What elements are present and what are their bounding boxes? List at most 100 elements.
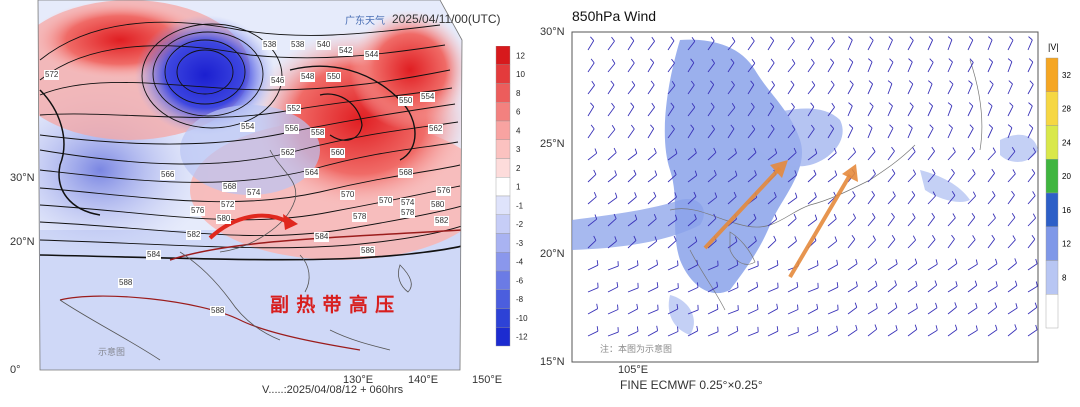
colorbar-tick-label: -12 [516,333,528,342]
left-logo: 广东天气 [345,12,385,27]
colorbar-tick-label: -4 [516,258,524,267]
colorbar-tick-label: 4 [516,126,521,135]
colorbar-tick-label: 2 [516,164,521,173]
contour-label: 548 [300,72,315,82]
right-watermark: 注：本图为示意图 [600,342,672,355]
contour-label: 568 [222,182,237,192]
wind-barb-flag [637,260,638,265]
contour-label: 544 [364,50,379,60]
contour-label: 580 [430,200,445,210]
colorbar-swatch [1046,294,1058,328]
colorbar-tick-label: 10 [516,70,525,79]
colorbar-tick-label: -8 [516,295,524,304]
right-panel: 850hPa Wind 注：本图为示意图 FINE ECMWF 0.25°×0.… [540,0,1080,402]
contour-label: 572 [220,200,235,210]
colorbar-swatch [1046,58,1058,92]
contour-label: 538 [262,40,277,50]
contour-label: 588 [210,306,225,316]
left-footer: V.....:2025/04/08/12 + 060hrs [262,384,403,396]
colorbar-tick-label: 32 [1062,71,1071,80]
colorbar-swatch [1046,92,1058,126]
colorbar-tick-label: -6 [516,276,524,285]
contour-label: 574 [246,188,261,198]
contour-label: 578 [352,212,367,222]
contour-label: 554 [240,122,255,132]
contour-label: 588 [118,278,133,288]
contour-label: 540 [316,40,331,50]
contour-label: 542 [338,46,353,56]
right-lat-15: 15°N [540,356,565,368]
contour-label: 580 [216,214,231,224]
wind-barb-flag [817,260,818,265]
left-lat-20: 20°N [10,236,35,248]
colorbar-tick-label: 6 [516,108,521,117]
contour-label: 564 [304,168,319,178]
colorbar-swatch [496,140,510,159]
subtropical-high-label: 副 热 带 高 压 [270,290,395,317]
right-lon-105: 105°E [618,364,648,376]
colorbar-swatch [496,234,510,253]
colorbar-swatch [496,196,510,215]
contour-label: 562 [428,124,443,134]
wind-barb-flag [697,282,698,287]
colorbar-tick-label: 1 [516,183,521,192]
colorbar-tick-label: 8 [1062,273,1067,282]
contour-label: 556 [284,124,299,134]
colorbar-swatch [496,309,510,328]
contour-label: 558 [310,128,325,138]
colorbar-tick-label: 8 [516,89,521,98]
colorbar-tick-label: -2 [516,220,524,229]
colorbar-swatch [496,65,510,84]
wind-barb-flag [798,305,799,310]
left-map [0,0,540,402]
colorbar-tick-label: 24 [1062,138,1071,147]
colorbar-tick-label: 16 [1062,206,1071,215]
colorbar-swatch [1046,159,1058,193]
contour-label: 554 [420,92,435,102]
wind-barb-flag [817,326,818,331]
contour-label: 584 [146,250,161,260]
left-lat-0: 0° [10,364,21,376]
left-valid-time: 2025/04/11/00(UTC) [392,12,501,26]
contour-label: 576 [436,186,451,196]
colorbar-swatch [1046,126,1058,160]
right-footer: FINE ECMWF 0.25°×0.25° [620,378,763,392]
colorbar-tick-label: -1 [516,201,524,210]
contour-label: 550 [326,72,341,82]
colorbar-swatch [496,46,510,65]
colorbar-swatch [1046,261,1058,295]
colorbar-swatch [496,271,510,290]
colorbar-swatch [496,102,510,121]
colorbar-swatch [496,121,510,140]
right-title: 850hPa Wind [572,8,656,24]
colorbar-swatch [496,84,510,103]
left-lat-30: 30°N [10,172,35,184]
left-lon-150: 150°E [472,374,502,386]
contour-label: 572 [44,70,59,80]
wind-barb-flag [618,305,619,310]
contour-label: 538 [290,40,305,50]
colorbar-swatch [1046,227,1058,261]
contour-label: 582 [186,230,201,240]
contour-label: 576 [190,206,205,216]
colorbar-tick-label: 12 [516,51,525,60]
left-lon-140: 140°E [408,374,438,386]
contour-label: 584 [314,232,329,242]
colorbar-tick-label: 12 [1062,240,1071,249]
contour-label: 552 [286,104,301,114]
right-colorbar: |V| 32 28 24 20 16 12 8 [1040,40,1078,340]
colorbar-tick-label: 3 [516,145,521,154]
contour-label: 570 [340,190,355,200]
contour-label: 586 [360,246,375,256]
contour-label: 550 [398,96,413,106]
colorbar-tick-label: 28 [1062,105,1071,114]
wind-barb-flag [678,261,679,266]
colorbar-tick-label: 20 [1062,172,1071,181]
wind-barb-flag [738,283,739,288]
left-watermark: 示意图 [98,345,125,358]
colorbar-title: |V| [1048,42,1059,52]
colorbar-swatch [496,215,510,234]
contour-label: 566 [160,170,175,180]
contour-label: 582 [434,216,449,226]
contour-label: 568 [398,168,413,178]
